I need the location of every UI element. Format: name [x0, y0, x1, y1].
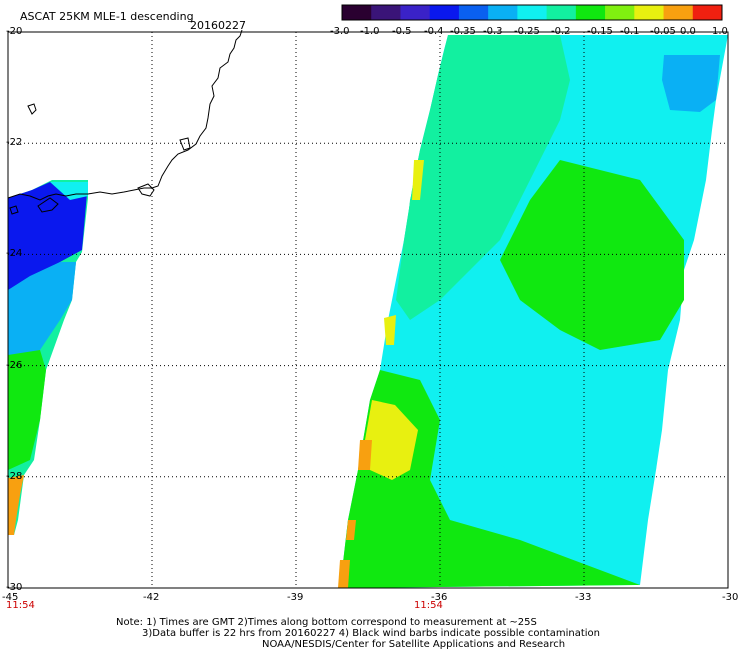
right-swath-yellow-1 — [365, 400, 418, 480]
colorbar-label: -0.3 — [483, 26, 503, 37]
gridlines — [8, 32, 728, 588]
lat-label: -26 — [6, 359, 23, 371]
lon-label: -33 — [575, 592, 592, 603]
colorbar-label: -0.4 — [424, 26, 444, 37]
right-swath-lightblue-corner — [662, 55, 720, 112]
colorbar-segment — [517, 5, 548, 20]
colorbar-label: 1.0 — [712, 26, 728, 37]
right-swath-yellow-3 — [412, 160, 424, 200]
footer-note-1: Note: 1) Times are GMT 2)Times along bot… — [116, 617, 537, 628]
right-swath-orange-1 — [358, 440, 372, 470]
colorbar-segment — [429, 5, 460, 20]
colorbar-label: -0.35 — [450, 26, 476, 37]
coast-island-4 — [9, 205, 19, 215]
right-swath-yellow-2 — [384, 315, 396, 345]
time-label-right: 11:54 — [414, 600, 443, 611]
lat-label: -30 — [6, 582, 23, 593]
colorbar-segment — [371, 5, 401, 20]
lat-label: -22 — [6, 137, 23, 149]
lat-label: -20 — [6, 26, 23, 37]
colorbar-label: -0.05 — [650, 26, 676, 37]
coast-island-3 — [37, 197, 59, 213]
left-swath-orange — [8, 475, 24, 535]
map-title: ASCAT 25KM MLE-1 descending — [20, 10, 194, 23]
colorbar-segment — [605, 5, 635, 20]
colorbar-segment — [663, 5, 694, 20]
right-swath-greenband-2 — [500, 160, 684, 350]
coast-island-2 — [179, 137, 191, 151]
left-swath-cyan-top — [50, 182, 88, 200]
left-swath-blue — [8, 182, 88, 300]
lon-label: -30 — [722, 592, 739, 603]
lat-label: -24 — [6, 248, 23, 260]
data-swaths — [8, 35, 728, 588]
colorbar-segment — [488, 5, 518, 20]
colorbar-label: -1.0 — [360, 26, 380, 37]
colorbar-label: -0.1 — [620, 26, 640, 37]
colorbar — [341, 4, 723, 21]
right-swath — [338, 35, 728, 588]
lon-label: -36 — [431, 592, 448, 603]
time-label-left: 11:54 — [6, 600, 35, 611]
colorbar-label: 0.0 — [680, 26, 696, 37]
coast-bay — [137, 183, 155, 197]
colorbar-segment — [634, 5, 665, 20]
coast-island-1 — [27, 103, 37, 115]
colorbar-label: -0.5 — [392, 26, 412, 37]
footer-note-3: NOAA/NESDIS/Center for Satellite Applica… — [262, 639, 566, 650]
colorbar-label: -3.0 — [330, 26, 350, 37]
lon-label: -39 — [287, 592, 304, 603]
lon-label: -45 — [2, 592, 19, 603]
right-swath-green-lower — [340, 370, 640, 588]
left-swath — [8, 180, 88, 535]
map-date: 20160227 — [190, 19, 246, 32]
map-frame — [7, 31, 729, 589]
colorbar-segment — [342, 5, 372, 20]
right-swath-orange-2 — [338, 560, 350, 588]
footer-note-2: 3)Data buffer is 22 hrs from 20160227 4)… — [142, 628, 600, 639]
colorbar-segment — [400, 5, 431, 20]
lon-label: -42 — [143, 592, 160, 603]
brazil-coastline — [7, 29, 243, 201]
colorbar-label: -0.25 — [514, 26, 540, 37]
colorbar-frame — [341, 4, 723, 21]
right-swath-cyan-patch — [450, 340, 660, 490]
colorbar-segment — [692, 5, 723, 20]
colorbar-label: -0.15 — [587, 26, 613, 37]
colorbar-segment — [458, 5, 489, 20]
colorbar-segment — [546, 5, 577, 20]
lat-label: -28 — [6, 470, 23, 482]
right-swath-greenband-3 — [404, 160, 500, 280]
left-swath-green — [8, 350, 46, 470]
colorbar-segment — [575, 5, 606, 20]
right-swath-orange-3 — [346, 520, 356, 540]
left-swath-lightblue — [8, 262, 76, 360]
colorbar-label: -0.2 — [551, 26, 571, 37]
